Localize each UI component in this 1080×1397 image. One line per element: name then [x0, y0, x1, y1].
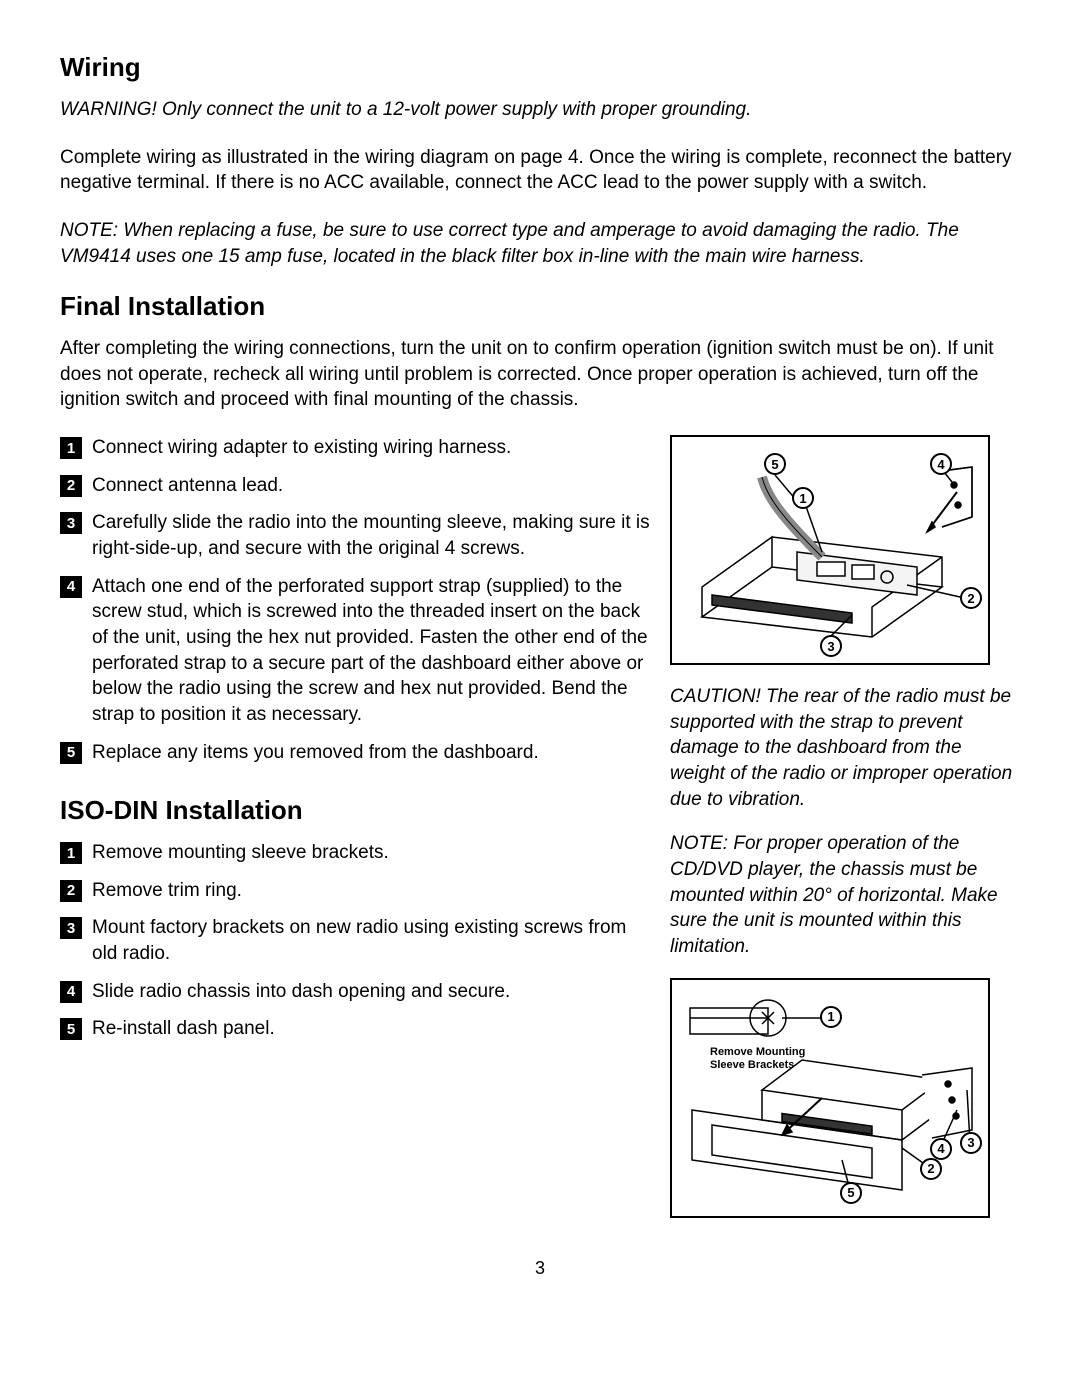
step-badge: 5: [60, 742, 82, 764]
diagram1-callout-2: 2: [960, 587, 982, 609]
iso-step-4: 4 Slide radio chassis into dash opening …: [60, 979, 650, 1005]
step-text: Connect wiring adapter to existing wirin…: [92, 435, 511, 461]
wiring-heading: Wiring: [60, 52, 1020, 83]
step-text: Remove trim ring.: [92, 878, 242, 904]
iso-step-3: 3 Mount factory brackets on new radio us…: [60, 915, 650, 966]
step-badge: 5: [60, 1018, 82, 1040]
diagram2-callout-3: 3: [960, 1132, 982, 1154]
diagram1-callout-3: 3: [820, 635, 842, 657]
diagram1-callout-4: 4: [930, 453, 952, 475]
iso-din-heading: ISO-DIN Installation: [60, 795, 650, 826]
step-text: Connect antenna lead.: [92, 473, 283, 499]
final-step-2: 2 Connect antenna lead.: [60, 473, 650, 499]
final-step-4: 4 Attach one end of the perforated suppo…: [60, 574, 650, 728]
final-step-5: 5 Replace any items you removed from the…: [60, 740, 650, 766]
iso-step-2: 2 Remove trim ring.: [60, 878, 650, 904]
diagram2-callout-5: 5: [840, 1182, 862, 1204]
diagram2-label: Remove Mounting Sleeve Brackets: [710, 1046, 830, 1072]
step-badge: 2: [60, 880, 82, 902]
diagram1-callout-5: 5: [764, 453, 786, 475]
page: Wiring WARNING! Only connect the unit to…: [0, 0, 1080, 1319]
wiring-warning: WARNING! Only connect the unit to a 12-v…: [60, 97, 1020, 123]
final-step-1: 1 Connect wiring adapter to existing wir…: [60, 435, 650, 461]
left-column: 1 Connect wiring adapter to existing wir…: [60, 435, 650, 1217]
wiring-fuse-note: NOTE: When replacing a fuse, be sure to …: [60, 218, 1020, 269]
step-text: Remove mounting sleeve brackets.: [92, 840, 389, 866]
step-text: Re-install dash panel.: [92, 1016, 275, 1042]
step-text: Carefully slide the radio into the mount…: [92, 510, 650, 561]
content-columns: 1 Connect wiring adapter to existing wir…: [60, 435, 1020, 1217]
final-install-diagram: 5 4 1 2 3: [670, 435, 990, 665]
diagram2-callout-1: 1: [820, 1006, 842, 1028]
wiring-paragraph: Complete wiring as illustrated in the wi…: [60, 145, 1020, 196]
step-text: Mount factory brackets on new radio usin…: [92, 915, 650, 966]
diagram1-callout-1: 1: [792, 487, 814, 509]
caution-note: CAUTION! The rear of the radio must be s…: [670, 684, 1020, 812]
step-badge: 2: [60, 475, 82, 497]
final-installation-heading: Final Installation: [60, 291, 1020, 322]
final-step-3: 3 Carefully slide the radio into the mou…: [60, 510, 650, 561]
right-column: 5 4 1 2 3 CAUTION! The rear of the radio…: [670, 435, 1020, 1217]
step-badge: 1: [60, 437, 82, 459]
iso-step-1: 1 Remove mounting sleeve brackets.: [60, 840, 650, 866]
final-installation-intro: After completing the wiring connections,…: [60, 336, 1020, 413]
step-badge: 4: [60, 981, 82, 1003]
mounting-note: NOTE: For proper operation of the CD/DVD…: [670, 831, 1020, 959]
diagram2-callout-2: 2: [920, 1158, 942, 1180]
step-badge: 1: [60, 842, 82, 864]
step-badge: 3: [60, 512, 82, 534]
iso-din-diagram: Remove Mounting Sleeve Brackets 1 2 3 4 …: [670, 978, 990, 1218]
step-badge: 4: [60, 576, 82, 598]
step-text: Attach one end of the perforated support…: [92, 574, 650, 728]
iso-step-5: 5 Re-install dash panel.: [60, 1016, 650, 1042]
page-number: 3: [60, 1258, 1020, 1279]
step-text: Replace any items you removed from the d…: [92, 740, 539, 766]
diagram2-callout-4: 4: [930, 1138, 952, 1160]
step-text: Slide radio chassis into dash opening an…: [92, 979, 510, 1005]
step-badge: 3: [60, 917, 82, 939]
